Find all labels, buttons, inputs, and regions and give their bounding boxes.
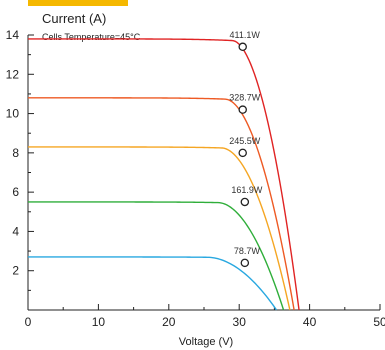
mpp-label-3: 161.9W — [231, 185, 263, 195]
marks: 411.1W 328.7W 245.5W 161.9W 78.7W — [229, 30, 263, 268]
curves — [28, 38, 300, 311]
y-tick-label: 14 — [6, 28, 20, 42]
y-tick-label: 4 — [12, 224, 19, 238]
y-axis-title: Current (A) — [42, 11, 106, 26]
mpp-point-1 — [238, 105, 247, 114]
mpp-label-2: 245.5W — [229, 136, 261, 146]
x-tick-label: 50 — [373, 315, 385, 329]
y-tick-label: 6 — [12, 185, 19, 199]
mpp-point-0 — [238, 42, 247, 52]
chart-subtitle: Cells Temperature=45°C — [42, 32, 141, 42]
y-tick-label: 8 — [12, 146, 19, 160]
iv-curve-4 — [28, 256, 278, 311]
iv-curve-2 — [28, 146, 291, 311]
mpp-label-1: 328.7W — [229, 93, 261, 103]
x-tick-label: 10 — [92, 315, 106, 329]
iv-curve-3 — [28, 201, 285, 311]
axes: 0 10 20 30 40 50 2 4 6 8 10 12 14 — [6, 28, 385, 329]
mpp-point-2 — [238, 148, 247, 158]
x-tick-label: 0 — [25, 315, 32, 329]
x-axis-title: Voltage (V) — [179, 336, 233, 348]
mpp-point-4 — [240, 258, 250, 268]
mpp-point-3 — [240, 197, 250, 207]
iv-curve-0 — [28, 38, 300, 311]
x-tick-label: 40 — [303, 315, 317, 329]
iv-curve-1 — [28, 97, 295, 311]
x-tick-label: 20 — [162, 315, 176, 329]
mpp-label-4: 78.7W — [234, 246, 261, 256]
title-accent-bar — [28, 0, 128, 6]
y-tick-label: 12 — [6, 67, 20, 81]
y-tick-label: 10 — [6, 107, 20, 121]
mpp-label-0: 411.1W — [230, 30, 261, 40]
x-tick-label: 30 — [233, 315, 247, 329]
y-tick-label: 2 — [12, 264, 19, 278]
